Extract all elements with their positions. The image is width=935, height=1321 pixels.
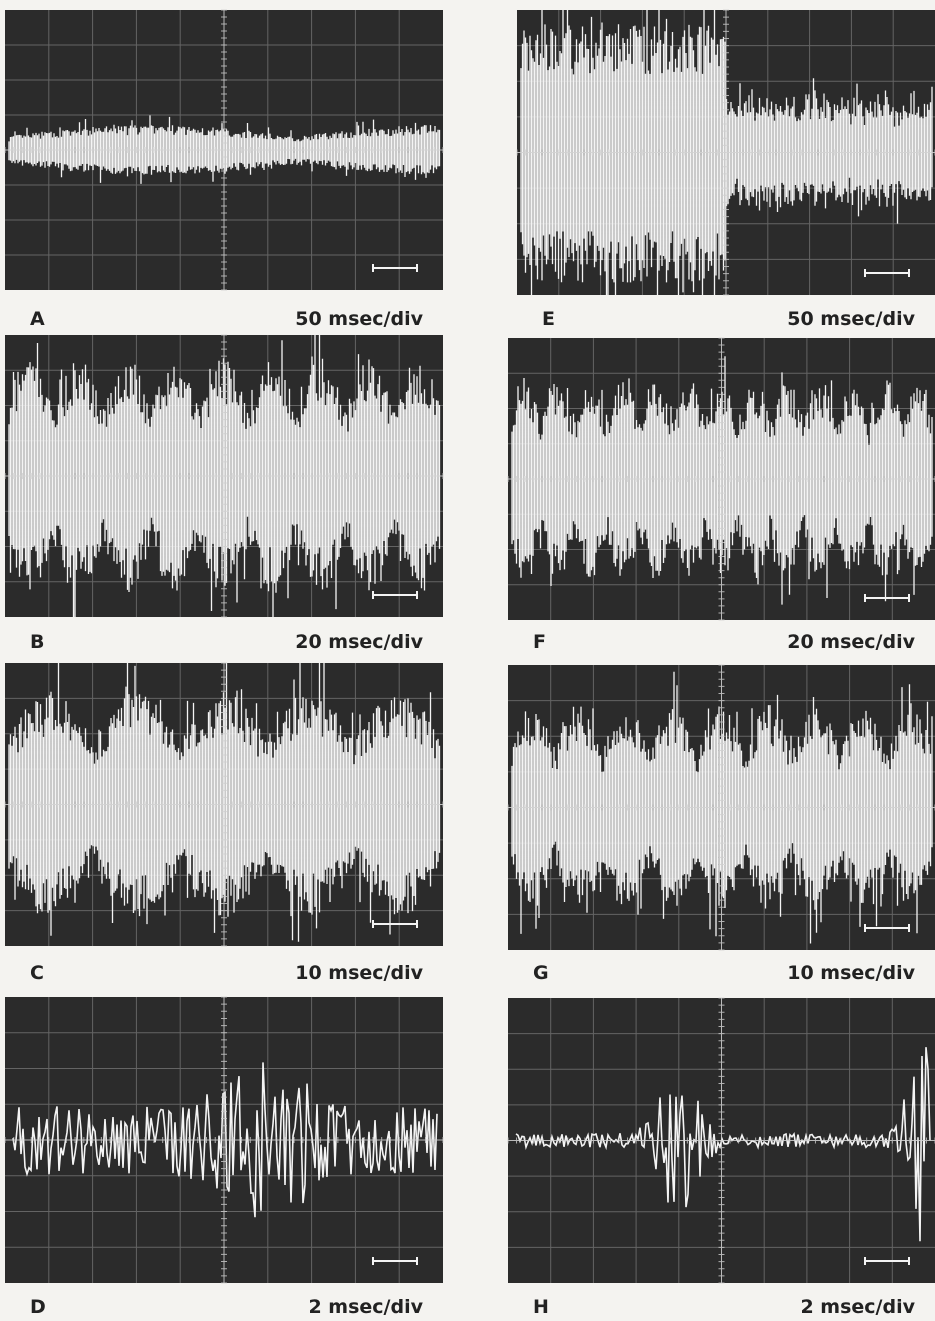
- oscilloscope-panel: G 10 msec/div: [508, 665, 935, 984]
- time-scale: 10 msec/div: [295, 962, 423, 984]
- time-scale: 50 msec/div: [295, 308, 423, 330]
- panel-label: E: [542, 308, 555, 330]
- panel-label: A: [30, 308, 45, 330]
- panel-label: C: [30, 962, 44, 984]
- panel-label: F: [533, 631, 546, 653]
- figure: A 50 msec/div B 20 msec/div C 10 msec/div D 2 m…: [0, 0, 935, 1321]
- oscilloscope-panel: H 2 msec/div: [508, 998, 935, 1318]
- time-scale: 2 msec/div: [800, 1296, 915, 1318]
- time-scale: 10 msec/div: [787, 962, 915, 984]
- oscilloscope-panel: A 50 msec/div: [5, 10, 443, 330]
- time-scale: 20 msec/div: [787, 631, 915, 653]
- panel-label: H: [533, 1296, 549, 1318]
- oscilloscope-panel: F 20 msec/div: [508, 338, 935, 653]
- time-scale: 20 msec/div: [295, 631, 423, 653]
- time-scale: 2 msec/div: [308, 1296, 423, 1318]
- oscilloscope-panel: D 2 msec/div: [5, 997, 443, 1318]
- oscilloscope-panel: B 20 msec/div: [5, 335, 443, 653]
- panel-label: G: [533, 962, 549, 984]
- time-scale: 50 msec/div: [787, 308, 915, 330]
- oscilloscope-panel: E 50 msec/div: [517, 10, 935, 330]
- page: {"panels": [ {"label": "A", "scale": "50…: [0, 0, 935, 1321]
- panel-label: D: [30, 1296, 46, 1318]
- oscilloscope-panel: C 10 msec/div: [5, 663, 443, 984]
- panel-label: B: [30, 631, 44, 653]
